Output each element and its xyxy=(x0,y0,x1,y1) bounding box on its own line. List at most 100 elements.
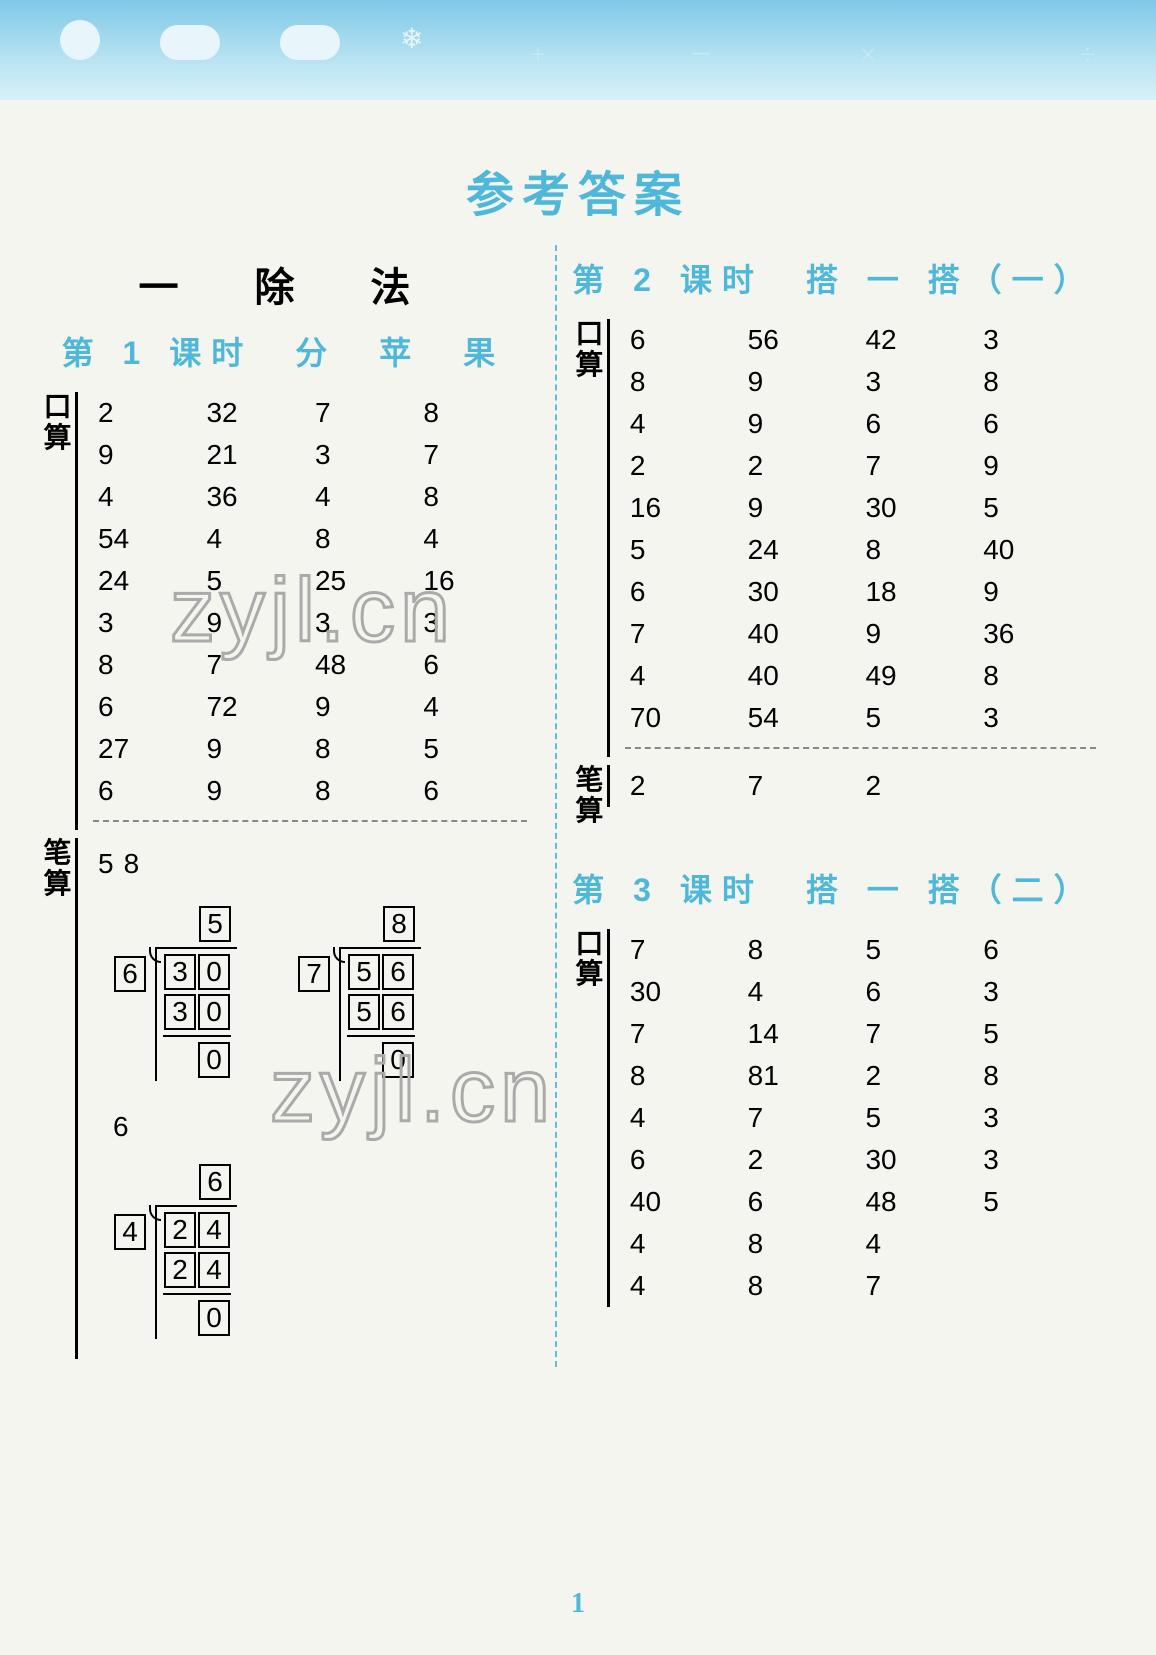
lesson2-bisuan: 笔算 272 xyxy=(572,765,1096,827)
lesson3-kousuan: 口算 7856304637147588128475362303406485484… xyxy=(572,929,1096,1307)
table-cell: 2 xyxy=(743,1144,861,1176)
table-cell: 4 xyxy=(418,523,526,555)
lesson3-kousuan-table: 7856304637147588128475362303406485484487 xyxy=(625,929,1096,1307)
divide-icon: ÷ xyxy=(1080,40,1095,72)
table-cell: 2 xyxy=(625,770,743,802)
table-cell: 9 xyxy=(860,618,978,650)
table-row: 2279 xyxy=(625,445,1096,487)
page-title: 参考答案 xyxy=(0,155,1156,225)
table-cell: 36 xyxy=(978,618,1096,650)
table-cell: 6 xyxy=(625,576,743,608)
table-cell: 7 xyxy=(860,1270,978,1302)
table-cell: 9 xyxy=(978,576,1096,608)
table-cell: 2 xyxy=(93,397,201,429)
table-row: 2452516 xyxy=(93,560,527,602)
table-cell xyxy=(978,770,1096,802)
table-row: 62303 xyxy=(625,1139,1096,1181)
table-cell: 72 xyxy=(201,691,309,723)
table-row: 58 xyxy=(93,843,144,885)
lesson1-kousuan-table: 2327892137436485448424525163933874866729… xyxy=(93,392,527,812)
table-cell: 7 xyxy=(625,1018,743,1050)
table-cell: 5 xyxy=(201,565,309,597)
table-cell: 9 xyxy=(743,366,861,398)
table-row: 27985 xyxy=(93,728,527,770)
table-cell: 6 xyxy=(418,775,526,807)
long-division-3: 6424240 xyxy=(113,1163,237,1339)
table-cell: 6 xyxy=(743,1186,861,1218)
table-cell: 8 xyxy=(310,523,418,555)
column-divider xyxy=(555,245,557,1367)
cloud-icon xyxy=(280,25,340,60)
table-cell: 5 xyxy=(860,934,978,966)
table-row: 54484 xyxy=(93,518,527,560)
table-cell: 8 xyxy=(743,934,861,966)
table-row: 656423 xyxy=(625,319,1096,361)
table-cell: 4 xyxy=(201,523,309,555)
header-banner: ❄ + − × ÷ xyxy=(0,0,1156,100)
table-cell: 32 xyxy=(201,397,309,429)
table-cell: 6 xyxy=(860,408,978,440)
lesson1-bisuan-mid: 6 xyxy=(93,1101,527,1148)
table-cell: 16 xyxy=(625,492,743,524)
table-cell: 3 xyxy=(978,1144,1096,1176)
table-row: 740936 xyxy=(625,613,1096,655)
table-cell: 6 xyxy=(978,408,1096,440)
table-cell: 7 xyxy=(201,649,309,681)
table-cell: 5 xyxy=(860,1102,978,1134)
table-row: 30463 xyxy=(625,971,1096,1013)
table-cell: 5 xyxy=(978,492,1096,524)
table-cell: 4 xyxy=(625,1228,743,1260)
table-cell: 4 xyxy=(743,976,861,1008)
table-cell: 49 xyxy=(860,660,978,692)
table-cell: 3 xyxy=(978,1102,1096,1134)
table-cell: 24 xyxy=(93,565,201,597)
table-cell: 40 xyxy=(743,660,861,692)
table-cell: 16 xyxy=(418,565,526,597)
table-cell: 8 xyxy=(743,1270,861,1302)
table-cell: 3 xyxy=(978,702,1096,734)
table-cell: 5 xyxy=(978,1186,1096,1218)
table-row: 71475 xyxy=(625,1013,1096,1055)
table-cell: 42 xyxy=(860,324,978,356)
table-row: 705453 xyxy=(625,697,1096,739)
table-row: 43648 xyxy=(93,476,527,518)
table-row: 169305 xyxy=(625,487,1096,529)
long-division-row2: 6424240 xyxy=(93,1148,527,1359)
table-cell: 9 xyxy=(201,607,309,639)
long-division-row1: 5630300 8756560 xyxy=(93,890,527,1101)
right-column: 第 2 课时 搭 一 搭（一） 口算 656423893849662279169… xyxy=(547,255,1096,1367)
table-cell: 48 xyxy=(310,649,418,681)
table-cell: 40 xyxy=(978,534,1096,566)
table-cell: 25 xyxy=(310,565,418,597)
dash-divider xyxy=(625,747,1096,749)
table-cell: 6 xyxy=(93,691,201,723)
table-cell: 9 xyxy=(978,450,1096,482)
long-division-2: 8756560 xyxy=(297,905,421,1081)
table-cell: 5 xyxy=(625,534,743,566)
table-cell: 9 xyxy=(743,492,861,524)
table-cell: 8 xyxy=(93,649,201,681)
table-cell: 30 xyxy=(860,1144,978,1176)
table-row: 87486 xyxy=(93,644,527,686)
page-number: 1 xyxy=(0,1588,1156,1620)
table-cell: 4 xyxy=(418,691,526,723)
table-cell: 3 xyxy=(978,324,1096,356)
table-row: 4966 xyxy=(625,403,1096,445)
table-cell: 6 xyxy=(625,1144,743,1176)
table-cell: 9 xyxy=(201,733,309,765)
table-cell: 54 xyxy=(93,523,201,555)
table-cell: 4 xyxy=(93,481,201,513)
table-cell: 7 xyxy=(625,934,743,966)
table-cell: 3 xyxy=(860,366,978,398)
table-cell: 30 xyxy=(860,492,978,524)
table-cell: 2 xyxy=(860,770,978,802)
table-cell: 5 xyxy=(93,848,114,880)
table-cell: 3 xyxy=(310,439,418,471)
dash-divider xyxy=(93,820,527,822)
lesson1-title: 第 1 课时 分 苹 果 xyxy=(40,328,527,374)
table-cell xyxy=(978,1270,1096,1302)
circle-icon xyxy=(60,20,100,60)
kousuan-label: 口算 xyxy=(572,319,607,381)
table-cell: 6 xyxy=(93,775,201,807)
table-cell: 6 xyxy=(978,934,1096,966)
